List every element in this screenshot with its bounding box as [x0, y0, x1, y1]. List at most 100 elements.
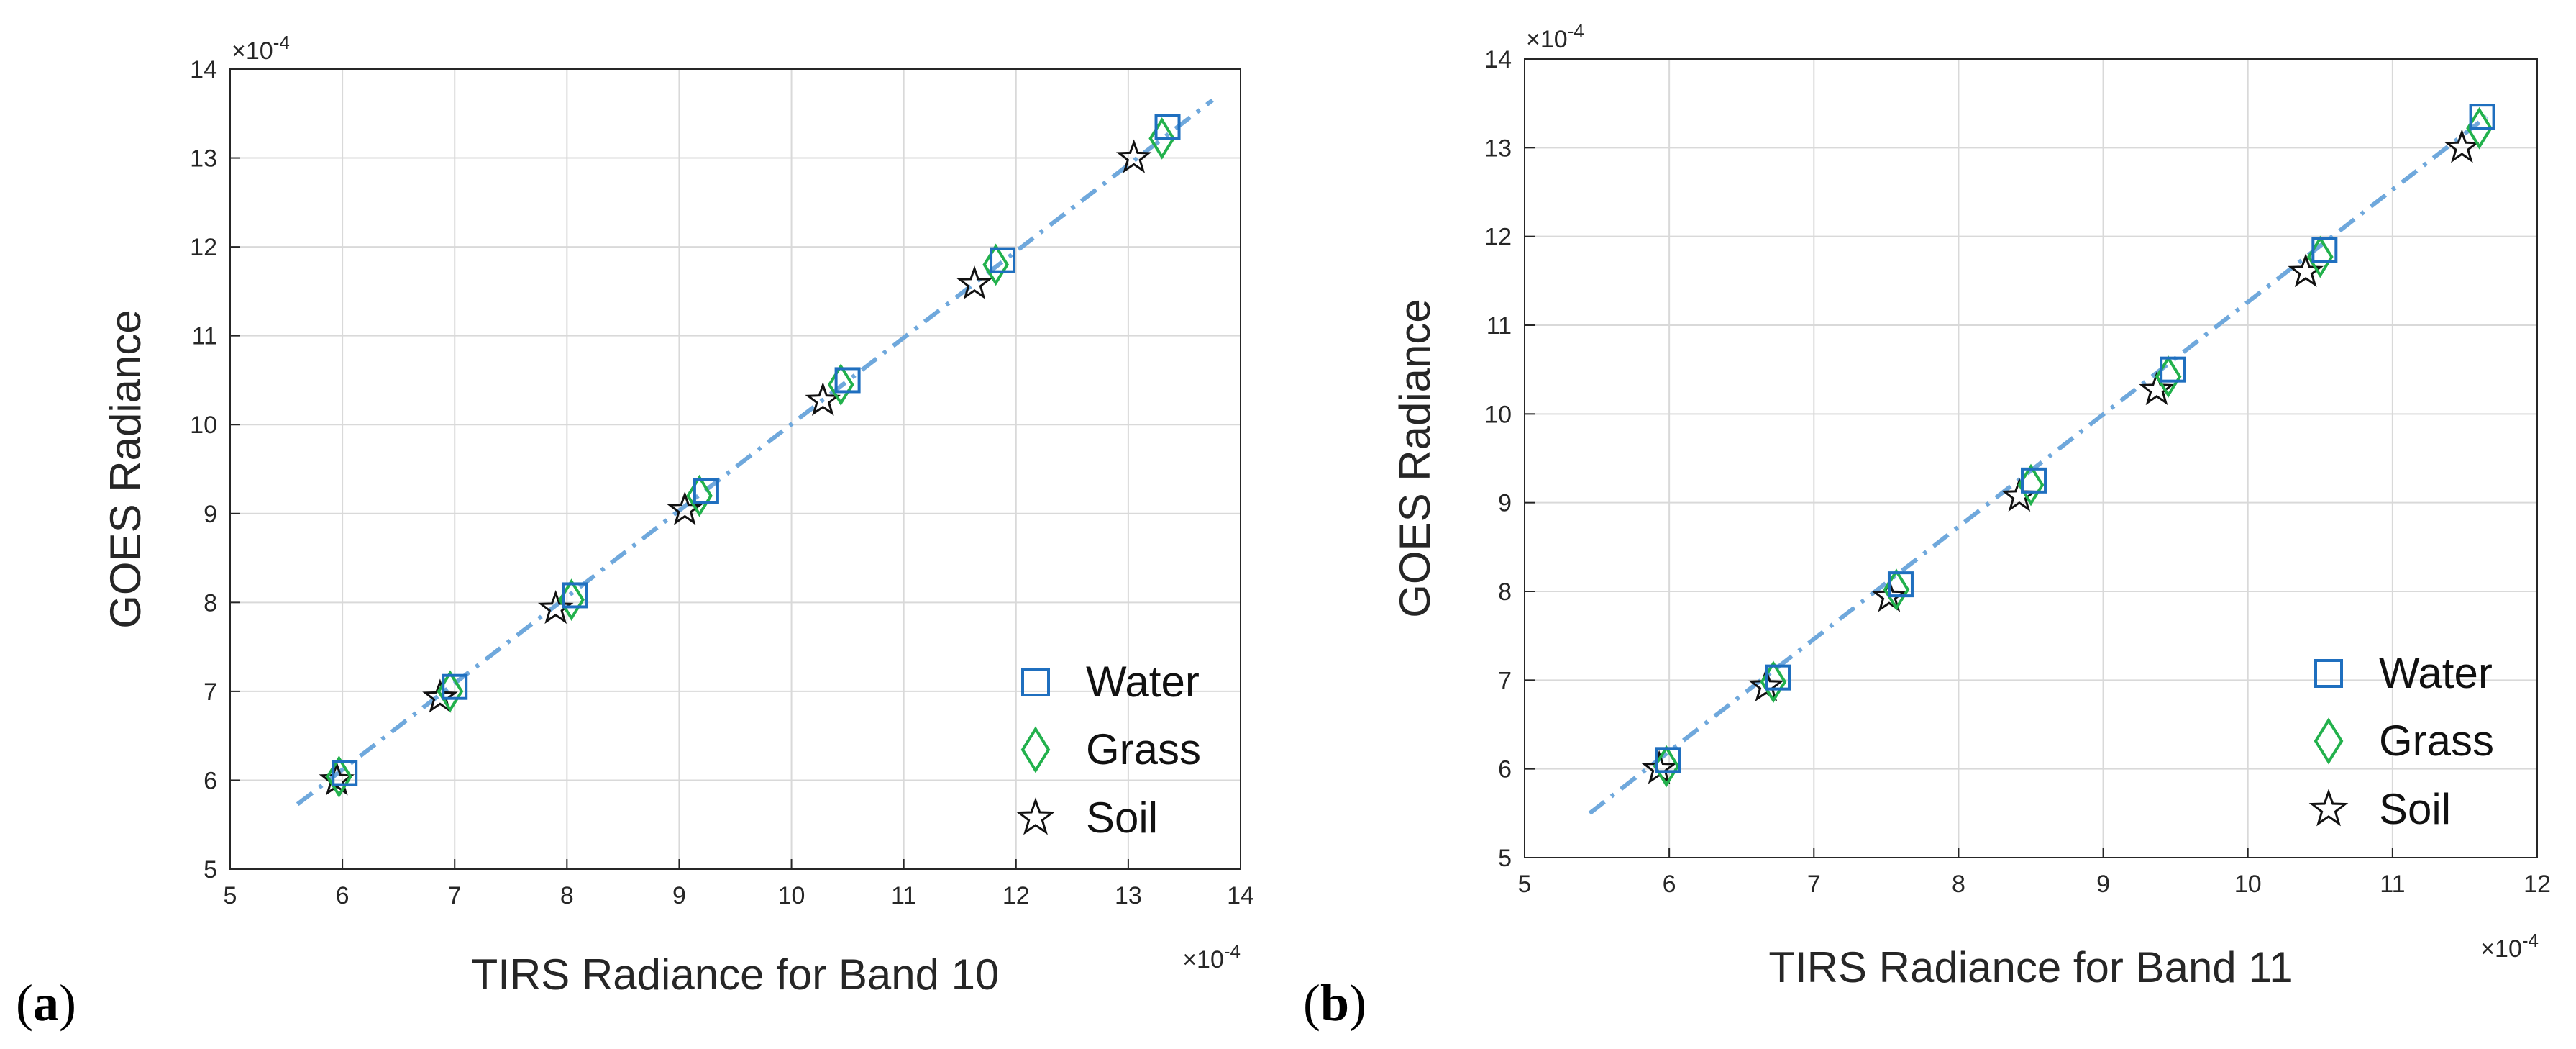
fit-line: [1588, 114, 2488, 815]
x-tick-label: 10: [778, 882, 805, 909]
y-tick-label: 7: [1498, 667, 1512, 694]
x-multiplier-base: ×10: [1182, 946, 1224, 973]
x-tick-label: 14: [1227, 882, 1254, 909]
x-tick-label: 12: [1002, 882, 1030, 909]
legend-grass-label: Grass: [2379, 717, 2494, 765]
y-axis-multiplier: ×10-4: [232, 32, 290, 65]
soil-point: [805, 381, 841, 416]
grass-point: [827, 363, 854, 406]
chart-panel-a: 5 6 7 8 9 10 11 12 13 14 5 6 7 8 9 10 11 12 13 14 GOES Rad…: [16, 32, 1254, 1032]
grass-point: [1148, 117, 1176, 160]
legend-grass-shape: [1020, 726, 1051, 773]
y-tick-label: 6: [204, 767, 217, 794]
legend-grass-shape: [2314, 717, 2344, 765]
chart-panel-b: 5 6 7 8 9 10 11 12 5 6 7 8 9 10 11 12 13 14 GOES Radianc…: [1303, 20, 2551, 1032]
legend-water-label: Water: [1086, 658, 1200, 706]
y-tick-label: 12: [190, 234, 217, 261]
grass-point: [1653, 745, 1680, 788]
water-point: [2021, 467, 2047, 494]
y-multiplier-base: ×10: [1526, 26, 1568, 53]
y-tick-label: 5: [204, 856, 217, 884]
legend-soil-label: Soil: [2379, 785, 2451, 833]
series-grass: [326, 117, 1176, 798]
x-tick-label: 7: [448, 882, 462, 909]
plot-area: [229, 68, 1241, 870]
x-tick-label: 5: [224, 882, 237, 909]
water-point: [2160, 356, 2186, 383]
water-point: [1655, 747, 1681, 773]
y-tick-label: 13: [190, 145, 217, 173]
legend-grass-label: Grass: [1086, 725, 1201, 773]
legend: Water Grass Soil: [2308, 649, 2494, 833]
series-water: [1655, 104, 2495, 773]
soil-point: [1748, 667, 1784, 701]
soil-point: [422, 678, 458, 713]
y-tick-label: 11: [1486, 312, 1512, 340]
y-tick-label: 10: [1484, 401, 1512, 428]
y-tick-label: 13: [1484, 135, 1512, 162]
x-tick-label: 6: [336, 882, 350, 909]
y-tick-label: 14: [190, 56, 217, 83]
legend-soil-marker: [1015, 797, 1056, 835]
y-multiplier-power: -4: [1568, 20, 1584, 42]
y-tick-label: 5: [1498, 845, 1512, 872]
legend-grass-marker: [2314, 717, 2344, 765]
x-tick-label: 10: [2234, 871, 2262, 898]
x-tick-labels: 5 6 7 8 9 10 11 12: [1518, 848, 2551, 898]
x-axis-multiplier: ×10-4: [2480, 930, 2539, 963]
series-soil: [1641, 129, 2480, 784]
x-axis-multiplier: ×10-4: [1182, 940, 1241, 973]
legend-water-marker: [1021, 668, 1050, 696]
y-tick-label: 10: [190, 412, 217, 439]
soil-point: [667, 491, 703, 525]
y-multiplier-base: ×10: [232, 37, 273, 65]
soil-point: [2139, 371, 2175, 406]
y-axis-label: GOES Radiance: [1391, 299, 1439, 618]
plot-area: [1524, 58, 2538, 858]
soil-point: [2444, 129, 2480, 163]
x-tick-label: 8: [1952, 871, 1965, 898]
water-point: [2311, 237, 2338, 263]
soil-point: [319, 761, 355, 796]
legend-water-shape: [2314, 659, 2343, 688]
water-point: [442, 673, 468, 700]
water-point: [562, 582, 588, 609]
soil-point: [956, 265, 992, 300]
x-tick-labels: 5 6 7 8 9 10 11 12 13 14: [224, 859, 1254, 909]
x-tick-label: 9: [672, 882, 686, 909]
legend-water-shape: [1021, 668, 1050, 696]
x-tick-label: 6: [1663, 871, 1676, 898]
y-tick-label: 8: [1498, 578, 1512, 606]
y-tick-label: 6: [1498, 756, 1512, 784]
y-multiplier-power: -4: [273, 32, 290, 53]
x-tick-label: 12: [2524, 871, 2551, 898]
x-tick-label: 9: [2096, 871, 2110, 898]
water-point: [1887, 571, 1914, 598]
data-markers: [319, 114, 1181, 798]
grass-point: [982, 243, 1010, 286]
water-point: [1154, 114, 1181, 140]
water-point: [693, 478, 719, 504]
x-axis-label: TIRS Radiance for Band 11: [1768, 943, 2293, 991]
panel-label-a: (a): [16, 974, 76, 1032]
y-axis-multiplier: ×10-4: [1526, 20, 1584, 53]
y-tick-label: 11: [192, 323, 217, 350]
legend-grass-marker: [1020, 726, 1051, 773]
y-tick-label: 8: [204, 589, 217, 617]
x-tick-label: 8: [560, 882, 574, 909]
soil-point: [1871, 578, 1907, 612]
panel-label-b: (b): [1303, 974, 1366, 1032]
soil-point: [2288, 253, 2324, 288]
soil-point: [537, 589, 574, 625]
y-tick-label: 14: [1484, 46, 1512, 73]
soil-point: [1115, 139, 1152, 173]
legend-soil-label: Soil: [1086, 794, 1158, 842]
water-point: [332, 760, 358, 786]
x-tick-label: 7: [1807, 871, 1821, 898]
x-tick-label: 5: [1518, 871, 1532, 898]
x-tick-label: 11: [2380, 871, 2405, 898]
legend: Water Grass Soil: [1015, 658, 1201, 842]
grass-point: [326, 755, 352, 798]
water-point: [2469, 104, 2495, 130]
